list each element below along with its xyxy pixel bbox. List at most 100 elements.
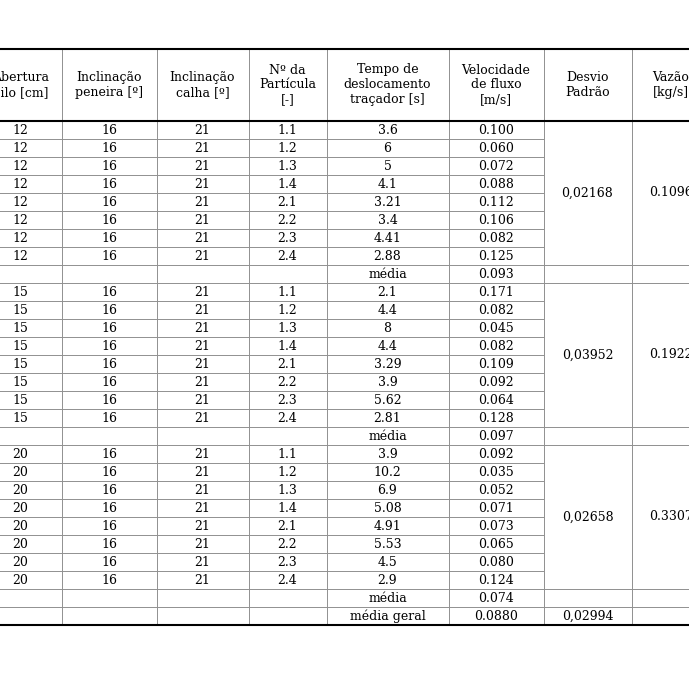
Bar <box>449 535 544 553</box>
Bar <box>449 373 544 391</box>
Bar <box>632 535 689 553</box>
Text: 0.072: 0.072 <box>478 160 514 173</box>
Bar <box>0 589 61 607</box>
Text: média: média <box>368 592 407 605</box>
Text: 21: 21 <box>194 520 210 532</box>
Bar <box>544 229 632 247</box>
Bar <box>249 175 327 193</box>
Bar <box>0 373 61 391</box>
Bar <box>327 265 449 283</box>
Text: 5: 5 <box>384 160 391 173</box>
Bar <box>449 247 544 265</box>
Bar <box>449 427 544 445</box>
Bar <box>544 157 632 175</box>
Text: 2.2: 2.2 <box>278 375 298 388</box>
Bar <box>544 211 632 229</box>
Text: 21: 21 <box>194 160 210 173</box>
Bar <box>249 445 327 463</box>
Bar <box>449 301 544 319</box>
Bar <box>632 211 689 229</box>
Text: 16: 16 <box>101 520 117 532</box>
Text: 0.1922: 0.1922 <box>649 348 689 361</box>
Bar <box>327 337 449 355</box>
Text: 21: 21 <box>194 574 210 586</box>
Bar <box>544 427 632 445</box>
Bar <box>249 373 327 391</box>
Bar <box>249 589 327 607</box>
Bar <box>544 553 632 571</box>
Text: 1.4: 1.4 <box>278 501 298 514</box>
Text: 12: 12 <box>12 123 28 137</box>
Text: 4.91: 4.91 <box>373 520 402 532</box>
Bar <box>249 337 327 355</box>
Bar <box>449 283 544 301</box>
Bar <box>61 481 156 499</box>
Bar <box>449 589 544 607</box>
Bar <box>156 337 249 355</box>
Bar <box>0 427 61 445</box>
Bar <box>449 409 544 427</box>
Text: 0.092: 0.092 <box>478 375 514 388</box>
Text: média: média <box>368 429 407 443</box>
Text: 21: 21 <box>194 375 210 388</box>
Text: 15: 15 <box>12 303 28 317</box>
Bar <box>249 319 327 337</box>
Bar <box>156 517 249 535</box>
Bar <box>156 265 249 283</box>
Text: Tempo de
deslocamento
traçador [s]: Tempo de deslocamento traçador [s] <box>344 63 431 106</box>
Text: 1.4: 1.4 <box>278 177 298 191</box>
Bar <box>544 301 632 319</box>
Bar <box>632 337 689 355</box>
Text: 0.052: 0.052 <box>478 483 514 497</box>
Text: 0.097: 0.097 <box>478 429 514 443</box>
Bar <box>61 427 156 445</box>
Text: 0.071: 0.071 <box>478 501 514 514</box>
Text: 16: 16 <box>101 412 117 425</box>
Bar <box>0 265 61 283</box>
Text: 0,02994: 0,02994 <box>562 609 613 623</box>
Bar <box>632 445 689 463</box>
Bar <box>544 337 632 355</box>
Bar <box>0 463 61 481</box>
Text: 2.1: 2.1 <box>278 195 298 208</box>
Bar <box>61 463 156 481</box>
Bar <box>449 553 544 571</box>
Bar <box>0 607 61 625</box>
Bar <box>632 607 689 625</box>
Text: 16: 16 <box>101 574 117 586</box>
Bar <box>632 571 689 589</box>
Bar <box>327 157 449 175</box>
Text: 0.093: 0.093 <box>478 268 514 280</box>
Bar <box>0 157 61 175</box>
Text: 0.073: 0.073 <box>478 520 514 532</box>
Text: 16: 16 <box>101 195 117 208</box>
Bar <box>0 139 61 157</box>
Text: 4.4: 4.4 <box>378 303 398 317</box>
Text: 0.109: 0.109 <box>478 357 514 371</box>
Bar <box>327 211 449 229</box>
Text: 20: 20 <box>12 574 28 586</box>
Bar <box>61 175 156 193</box>
Text: 3.9: 3.9 <box>378 375 398 388</box>
Bar <box>544 463 632 481</box>
Bar <box>0 445 61 463</box>
Text: 21: 21 <box>194 466 210 479</box>
Text: 0.1096: 0.1096 <box>648 187 689 200</box>
Text: 0.3307: 0.3307 <box>648 510 689 524</box>
Text: 16: 16 <box>101 375 117 388</box>
Bar <box>449 319 544 337</box>
Bar <box>544 445 632 463</box>
Bar <box>544 193 632 211</box>
Bar <box>61 445 156 463</box>
Bar <box>249 535 327 553</box>
Bar <box>327 121 449 139</box>
Bar <box>249 247 327 265</box>
Bar <box>632 301 689 319</box>
Bar <box>156 445 249 463</box>
Bar <box>249 607 327 625</box>
Bar <box>156 481 249 499</box>
Text: 3.4: 3.4 <box>378 214 398 226</box>
Bar <box>327 355 449 373</box>
Text: 3.9: 3.9 <box>378 448 398 460</box>
Text: 21: 21 <box>194 412 210 425</box>
